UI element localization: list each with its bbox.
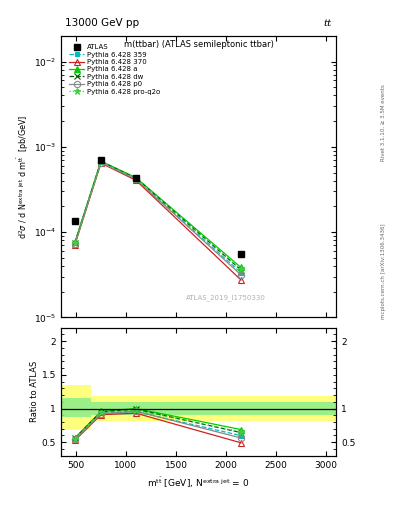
Pythia 6.428 359	[99, 159, 103, 165]
Pythia 6.428 p0	[239, 272, 243, 278]
Line: Pythia 6.428 a: Pythia 6.428 a	[72, 158, 244, 271]
Pythia 6.428 a	[73, 239, 77, 245]
Y-axis label: Ratio to ATLAS: Ratio to ATLAS	[30, 361, 39, 422]
Pythia 6.428 p0	[134, 176, 138, 182]
Legend: ATLAS, Pythia 6.428 359, Pythia 6.428 370, Pythia 6.428 a, Pythia 6.428 dw, Pyth: ATLAS, Pythia 6.428 359, Pythia 6.428 37…	[67, 42, 163, 97]
Pythia 6.428 359	[73, 240, 77, 246]
Pythia 6.428 370	[134, 177, 138, 183]
Pythia 6.428 370	[73, 242, 77, 248]
Text: ATLAS_2019_I1750330: ATLAS_2019_I1750330	[186, 294, 266, 301]
Pythia 6.428 a	[99, 158, 103, 164]
Pythia 6.428 dw	[134, 175, 138, 181]
Line: Pythia 6.428 p0: Pythia 6.428 p0	[72, 159, 244, 278]
Pythia 6.428 pro-q2o	[239, 266, 243, 272]
Pythia 6.428 dw	[73, 240, 77, 246]
Line: Pythia 6.428 dw: Pythia 6.428 dw	[72, 158, 244, 273]
Text: 13000 GeV pp: 13000 GeV pp	[65, 18, 139, 28]
Pythia 6.428 a	[239, 264, 243, 270]
Pythia 6.428 pro-q2o	[134, 176, 138, 182]
ATLAS	[99, 157, 103, 163]
Bar	[91, 396, 341, 421]
Pythia 6.428 a	[134, 175, 138, 181]
Pythia 6.428 370	[99, 160, 103, 166]
X-axis label: m$^{\rm t\bar{t}}$ [GeV], N$^{\rm extra\ jet}$ = 0: m$^{\rm t\bar{t}}$ [GeV], N$^{\rm extra\…	[147, 475, 250, 490]
Line: Pythia 6.428 pro-q2o: Pythia 6.428 pro-q2o	[72, 158, 244, 273]
Text: Rivet 3.1.10, ≥ 3.5M events: Rivet 3.1.10, ≥ 3.5M events	[381, 84, 386, 161]
Pythia 6.428 dw	[99, 158, 103, 164]
Line: Pythia 6.428 370: Pythia 6.428 370	[72, 160, 244, 283]
Line: Pythia 6.428 359: Pythia 6.428 359	[72, 160, 243, 275]
Pythia 6.428 p0	[73, 241, 77, 247]
Bar	[61, 385, 91, 430]
Text: m(ttbar) (ATLAS semileptonic ttbar): m(ttbar) (ATLAS semileptonic ttbar)	[123, 40, 274, 49]
Y-axis label: d$^{2}\sigma$ / d N$^{\rm extra\ jet}$ d m$^{\rm t\bar{t}}$  [pb/GeV]: d$^{2}\sigma$ / d N$^{\rm extra\ jet}$ d…	[15, 115, 31, 239]
ATLAS	[239, 250, 243, 257]
Text: tt: tt	[324, 19, 332, 28]
ATLAS	[134, 175, 138, 181]
Pythia 6.428 p0	[99, 159, 103, 165]
Bar	[61, 398, 91, 417]
Pythia 6.428 359	[239, 270, 243, 276]
Pythia 6.428 dw	[239, 267, 243, 273]
Pythia 6.428 pro-q2o	[99, 159, 103, 165]
Text: mcplots.cern.ch [arXiv:1306.3436]: mcplots.cern.ch [arXiv:1306.3436]	[381, 224, 386, 319]
Pythia 6.428 pro-q2o	[73, 240, 77, 246]
Bar	[91, 402, 341, 415]
ATLAS	[73, 218, 77, 224]
Line: ATLAS: ATLAS	[72, 156, 244, 257]
Pythia 6.428 370	[239, 277, 243, 283]
Pythia 6.428 359	[134, 176, 138, 182]
